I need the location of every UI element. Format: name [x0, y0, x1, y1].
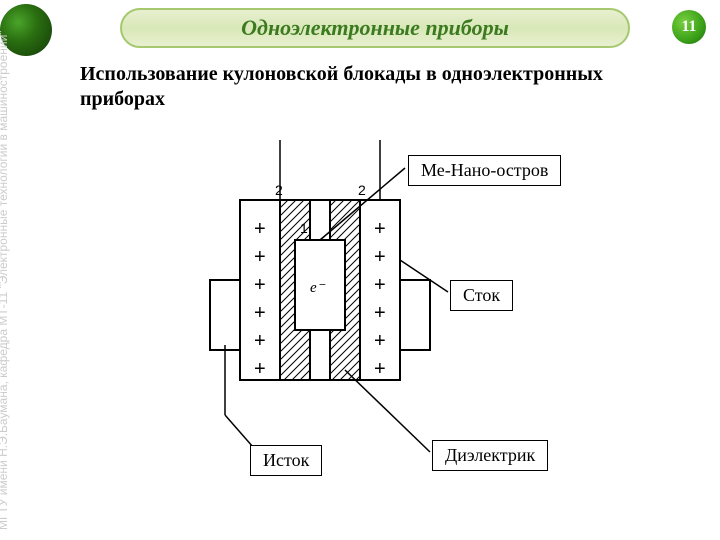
header-bar: Одноэлектронные приборы	[120, 8, 630, 48]
region-label-1: 1	[300, 220, 308, 236]
plus-column-left: + + + + + +	[254, 215, 266, 383]
electron-symbol: e⁻	[310, 278, 325, 297]
watermark-text: МГТУ имени Н.Э.Баумана, кафедра МТ-11 "Э…	[0, 30, 10, 530]
page-number: 11	[681, 18, 696, 36]
label-source: Исток	[250, 445, 322, 476]
region-label-2-right: 2	[358, 182, 366, 198]
region-label-2-left: 2	[275, 182, 283, 198]
label-dielectric: Диэлектрик	[432, 440, 548, 471]
section-heading: Использование кулоновской блокады в одно…	[80, 62, 640, 112]
label-nano-island: Ме-Нано-остров	[408, 155, 561, 186]
page-number-badge: 11	[672, 10, 706, 44]
label-drain: Сток	[450, 280, 513, 311]
header-title: Одноэлектронные приборы	[241, 15, 509, 41]
plus-column-right: + + + + + +	[374, 215, 386, 383]
